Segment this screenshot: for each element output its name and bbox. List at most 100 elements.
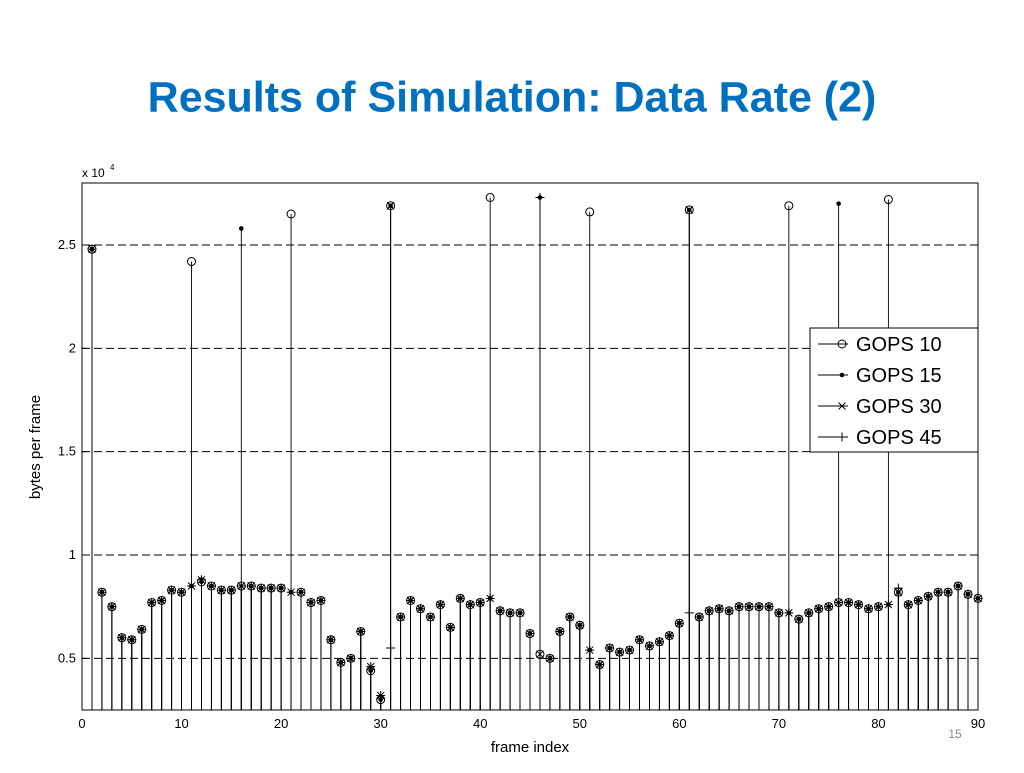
marker-plus xyxy=(963,589,973,599)
marker-plus xyxy=(157,595,167,605)
marker-plus xyxy=(973,593,983,603)
marker-plus xyxy=(923,591,933,601)
y-tick-label: 0.5 xyxy=(58,650,76,665)
legend-label: GOPS 15 xyxy=(856,365,942,387)
marker-x xyxy=(685,206,694,214)
marker-plus xyxy=(465,600,475,610)
x-tick-label: 50 xyxy=(573,716,587,731)
x-axis-label: frame index xyxy=(491,739,570,756)
marker-dot xyxy=(836,201,841,206)
x-tick-label: 90 xyxy=(971,716,985,731)
y-multiplier: x 10 xyxy=(82,166,105,180)
marker-plus xyxy=(605,643,615,653)
legend-label: GOPS 10 xyxy=(856,334,942,356)
marker-plus xyxy=(814,604,824,614)
marker-plus xyxy=(535,192,545,202)
marker-plus xyxy=(425,612,435,622)
y-axis-label: bytes per frame xyxy=(27,395,44,499)
marker-plus xyxy=(396,612,406,622)
marker-plus xyxy=(137,624,147,634)
marker-plus xyxy=(784,608,794,618)
marker-plus xyxy=(316,595,326,605)
marker-plus xyxy=(585,645,595,655)
marker-plus xyxy=(236,581,246,591)
marker-plus xyxy=(286,587,296,597)
marker-plus xyxy=(744,602,754,612)
marker-plus xyxy=(326,635,336,645)
page-number: 15 xyxy=(948,727,962,741)
marker-plus xyxy=(664,631,674,641)
marker-plus xyxy=(694,612,704,622)
marker-plus xyxy=(117,633,127,643)
marker-plus xyxy=(346,653,356,663)
marker-plus xyxy=(525,629,535,639)
marker-plus xyxy=(794,614,804,624)
marker-plus xyxy=(276,583,286,593)
marker-plus xyxy=(555,626,565,636)
marker-circle xyxy=(286,209,296,219)
legend-box xyxy=(809,327,979,453)
y-tick-label: 2.5 xyxy=(58,237,76,252)
marker-plus xyxy=(296,587,306,597)
x-tick-label: 70 xyxy=(772,716,786,731)
marker-plus xyxy=(684,608,694,618)
y-exponent: 4 xyxy=(110,163,115,172)
marker-plus xyxy=(913,595,923,605)
marker-plus xyxy=(774,608,784,618)
x-tick-label: 0 xyxy=(78,716,85,731)
legend: GOPS 10 GOPS 15 GOPS 30 GOPS 45 xyxy=(809,327,979,453)
marker-plus xyxy=(196,575,206,585)
y-tick-label: 1.5 xyxy=(58,444,76,459)
marker-plus xyxy=(455,593,465,603)
marker-plus xyxy=(127,635,137,645)
marker-plus xyxy=(595,660,605,670)
marker-circle xyxy=(883,195,893,205)
marker-plus xyxy=(256,583,266,593)
marker-dot xyxy=(238,226,244,231)
marker-plus xyxy=(545,653,555,663)
marker-plus xyxy=(615,647,625,657)
x-tick-label: 60 xyxy=(672,716,686,731)
marker-plus xyxy=(356,626,366,636)
marker-plus xyxy=(306,598,316,608)
marker-circle xyxy=(585,207,595,217)
x-tick-label: 40 xyxy=(473,716,487,731)
marker-plus xyxy=(863,604,873,614)
marker-dot xyxy=(839,372,845,378)
marker-plus xyxy=(893,583,903,593)
marker-plus xyxy=(485,593,495,603)
marker-plus xyxy=(475,598,485,608)
marker-circle xyxy=(837,339,847,349)
marker-plus xyxy=(837,432,847,442)
marker-plus xyxy=(515,608,525,618)
marker-plus xyxy=(266,583,276,593)
y-tick-label: 2 xyxy=(69,340,76,355)
marker-plus xyxy=(764,602,774,612)
marker-x xyxy=(386,201,395,210)
marker-plus xyxy=(883,600,893,610)
y-tick-label: 1 xyxy=(69,547,76,562)
marker-plus xyxy=(246,581,256,591)
marker-plus xyxy=(943,587,953,597)
marker-plus xyxy=(336,657,346,667)
marker-plus xyxy=(167,585,177,595)
marker-circle xyxy=(485,192,495,202)
marker-plus xyxy=(933,587,943,597)
marker-plus xyxy=(734,602,744,612)
marker-plus xyxy=(415,604,425,614)
marker-plus xyxy=(97,587,107,597)
x-tick-label: 20 xyxy=(274,716,288,731)
marker-plus xyxy=(824,602,834,612)
marker-plus xyxy=(147,598,157,608)
marker-plus xyxy=(206,581,216,591)
legend-label: GOPS 45 xyxy=(856,427,942,449)
marker-plus xyxy=(107,602,117,612)
marker-plus xyxy=(625,645,635,655)
marker-plus xyxy=(724,606,734,616)
marker-plus xyxy=(187,581,197,591)
marker-plus xyxy=(87,244,97,254)
marker-circle xyxy=(784,201,794,211)
marker-plus xyxy=(226,585,236,595)
legend-label: GOPS 30 xyxy=(856,396,942,418)
